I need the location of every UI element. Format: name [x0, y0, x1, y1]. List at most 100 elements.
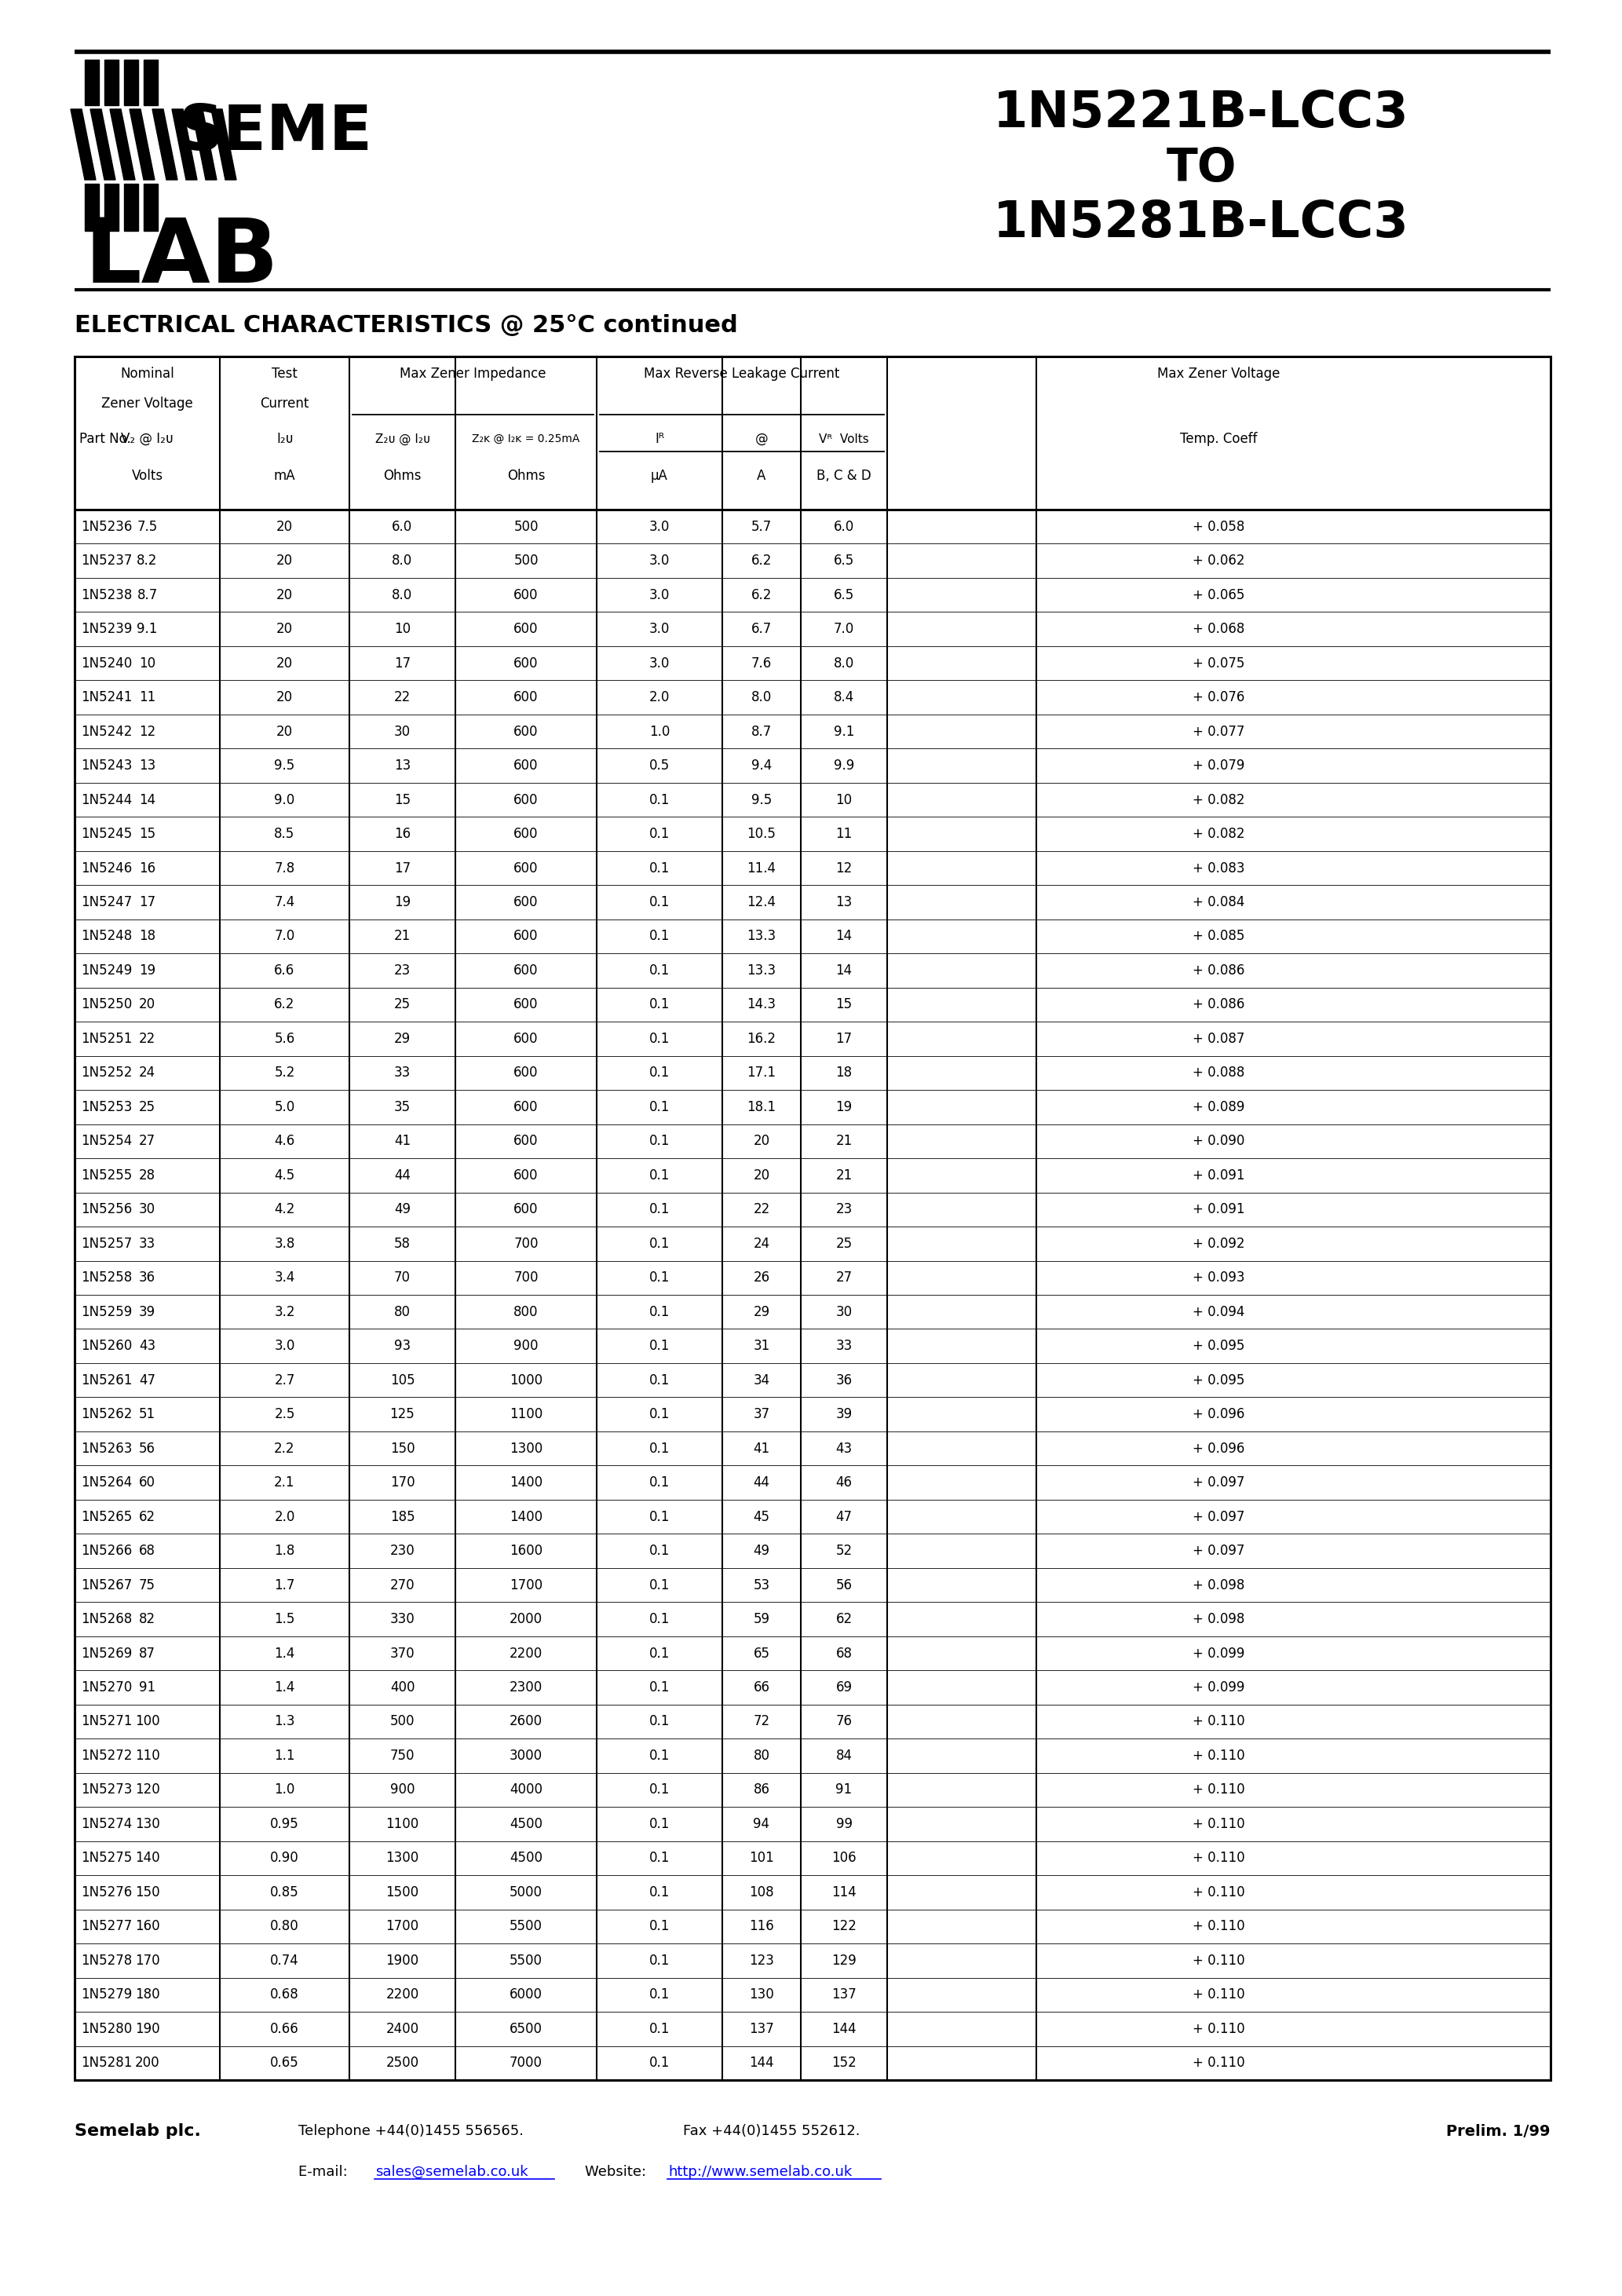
Text: 22: 22	[139, 1031, 156, 1047]
Text: 6.2: 6.2	[751, 553, 772, 567]
Text: 170: 170	[135, 1954, 159, 1968]
Text: 0.1: 0.1	[649, 930, 670, 944]
Text: 14: 14	[835, 964, 852, 978]
Text: 7.8: 7.8	[274, 861, 295, 875]
Text: 47: 47	[139, 1373, 156, 1387]
Text: 1N5271: 1N5271	[81, 1715, 131, 1729]
Text: 30: 30	[835, 1304, 852, 1318]
Text: + 0.096: + 0.096	[1192, 1442, 1246, 1456]
Text: 137: 137	[749, 2023, 774, 2037]
Text: 0.85: 0.85	[271, 1885, 298, 1899]
Text: + 0.097: + 0.097	[1192, 1511, 1246, 1525]
Text: 500: 500	[514, 519, 539, 533]
Text: 150: 150	[135, 1885, 159, 1899]
Text: 14: 14	[139, 792, 156, 806]
Text: 180: 180	[135, 1988, 159, 2002]
Text: 700: 700	[514, 1270, 539, 1286]
Text: 19: 19	[394, 895, 410, 909]
Text: Volts: Volts	[131, 468, 162, 482]
Text: 6500: 6500	[509, 2023, 542, 2037]
Text: 1700: 1700	[509, 1577, 542, 1591]
Text: + 0.110: + 0.110	[1192, 1715, 1246, 1729]
Text: 4500: 4500	[509, 1816, 542, 1832]
Text: 125: 125	[389, 1407, 415, 1421]
Text: + 0.110: + 0.110	[1192, 1988, 1246, 2002]
Text: + 0.076: + 0.076	[1192, 691, 1246, 705]
Text: 600: 600	[514, 861, 539, 875]
Text: 45: 45	[753, 1511, 770, 1525]
Text: 500: 500	[514, 553, 539, 567]
Text: 750: 750	[389, 1750, 415, 1763]
Text: 30: 30	[394, 726, 410, 739]
Text: 0.1: 0.1	[649, 1851, 670, 1864]
Text: 0.1: 0.1	[649, 1543, 670, 1559]
Text: 1N5250: 1N5250	[81, 996, 131, 1013]
Text: 370: 370	[389, 1646, 415, 1660]
Text: 144: 144	[749, 2055, 774, 2071]
Text: 0.90: 0.90	[271, 1851, 298, 1864]
Text: 1N5277: 1N5277	[81, 1919, 131, 1933]
Text: + 0.090: + 0.090	[1192, 1134, 1246, 1148]
Text: + 0.085: + 0.085	[1192, 930, 1246, 944]
Bar	[104, 60, 118, 106]
Text: 0.1: 0.1	[649, 1715, 670, 1729]
Text: 0.1: 0.1	[649, 1407, 670, 1421]
Text: 6.7: 6.7	[751, 622, 772, 636]
Text: Prelim. 1/99: Prelim. 1/99	[1447, 2124, 1551, 2138]
Text: 31: 31	[753, 1339, 770, 1352]
Text: 1N5262: 1N5262	[81, 1407, 131, 1421]
Text: + 0.079: + 0.079	[1192, 758, 1246, 774]
Text: + 0.086: + 0.086	[1192, 996, 1246, 1013]
Text: 330: 330	[389, 1612, 415, 1626]
Text: 1N5274: 1N5274	[81, 1816, 131, 1832]
Text: 69: 69	[835, 1681, 852, 1694]
Text: ELECTRICAL CHARACTERISTICS @ 25°C continued: ELECTRICAL CHARACTERISTICS @ 25°C contin…	[75, 315, 738, 338]
Text: 0.1: 0.1	[649, 1612, 670, 1626]
Text: 7.5: 7.5	[136, 519, 157, 533]
Text: + 0.110: + 0.110	[1192, 1954, 1246, 1968]
Text: 8.0: 8.0	[751, 691, 772, 705]
Text: 17: 17	[835, 1031, 852, 1047]
Text: 19: 19	[835, 1100, 852, 1114]
Text: + 0.083: + 0.083	[1192, 861, 1246, 875]
Text: 6.2: 6.2	[274, 996, 295, 1013]
Text: 11: 11	[139, 691, 156, 705]
Text: 4000: 4000	[509, 1782, 542, 1798]
Text: + 0.082: + 0.082	[1192, 792, 1246, 806]
Text: + 0.110: + 0.110	[1192, 1750, 1246, 1763]
Text: 13.3: 13.3	[748, 964, 775, 978]
Text: 2.2: 2.2	[274, 1442, 295, 1456]
Text: + 0.110: + 0.110	[1192, 1782, 1246, 1798]
Text: 600: 600	[514, 1031, 539, 1047]
Text: Telephone +44(0)1455 556565.: Telephone +44(0)1455 556565.	[298, 2124, 524, 2138]
Text: 20: 20	[276, 622, 294, 636]
Text: 3.8: 3.8	[274, 1238, 295, 1251]
Text: 19: 19	[139, 964, 156, 978]
Text: 110: 110	[135, 1750, 159, 1763]
Text: 4.5: 4.5	[274, 1169, 295, 1182]
Text: 1N5270: 1N5270	[81, 1681, 131, 1694]
Text: 66: 66	[753, 1681, 770, 1694]
Text: 600: 600	[514, 1065, 539, 1079]
Text: http://www.semelab.co.uk: http://www.semelab.co.uk	[668, 2165, 852, 2179]
Text: 8.4: 8.4	[834, 691, 855, 705]
Text: + 0.099: + 0.099	[1192, 1681, 1246, 1694]
Bar	[144, 184, 157, 232]
Text: 0.1: 0.1	[649, 1681, 670, 1694]
Text: 116: 116	[749, 1919, 774, 1933]
Text: 0.1: 0.1	[649, 1304, 670, 1318]
Text: 5.2: 5.2	[274, 1065, 295, 1079]
Text: 20: 20	[276, 657, 294, 670]
Text: I₂ᴜ: I₂ᴜ	[276, 432, 294, 445]
Text: Nominal: Nominal	[120, 367, 174, 381]
Text: 3.0: 3.0	[649, 657, 670, 670]
Text: 1600: 1600	[509, 1543, 542, 1559]
Text: 13: 13	[139, 758, 156, 774]
Text: Vᴿ  Volts: Vᴿ Volts	[819, 434, 869, 445]
Text: 500: 500	[389, 1715, 415, 1729]
Bar	[84, 60, 99, 106]
Text: 190: 190	[135, 2023, 159, 2037]
Text: 1400: 1400	[509, 1511, 542, 1525]
Text: 56: 56	[835, 1577, 852, 1591]
Text: 0.1: 0.1	[649, 1442, 670, 1456]
